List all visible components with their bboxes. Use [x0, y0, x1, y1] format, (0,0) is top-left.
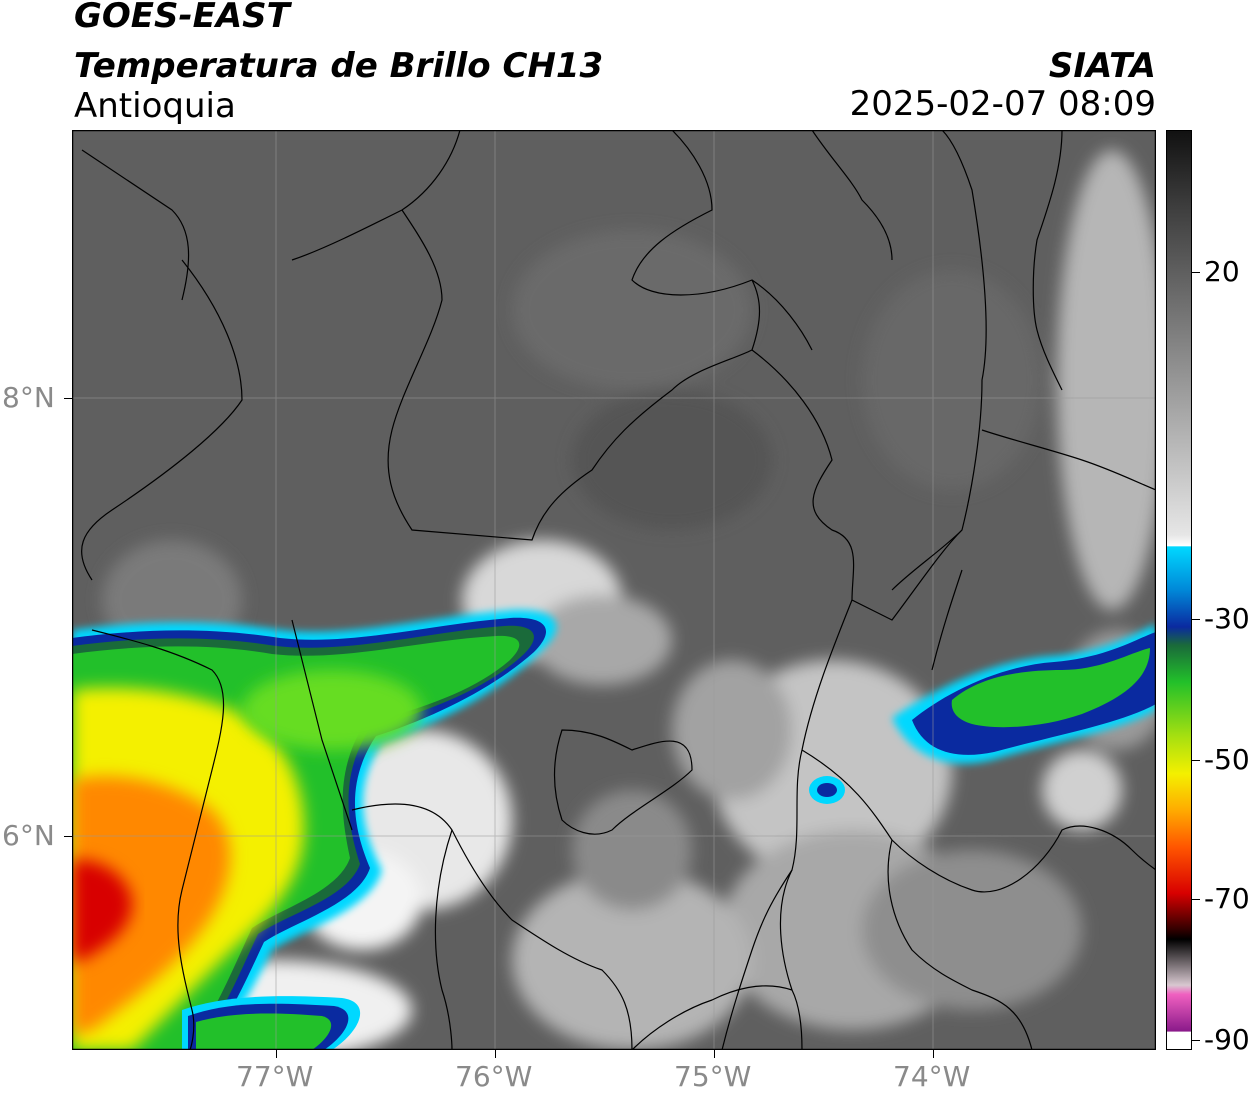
lon-tick	[495, 1050, 496, 1058]
lon-tick	[933, 1050, 934, 1058]
colorbar-label-minus50: -50	[1204, 743, 1250, 776]
lat-tick	[64, 836, 72, 837]
cb-tick	[1192, 1040, 1200, 1041]
lon-tick	[276, 1050, 277, 1058]
colorbar-label-minus90: -90	[1204, 1023, 1250, 1056]
lon-label-76w: 76°W	[455, 1060, 533, 1093]
satellite-map	[72, 130, 1156, 1050]
cb-tick	[1192, 619, 1200, 620]
map-frame	[72, 130, 1156, 1050]
lon-label-77w: 77°W	[236, 1060, 314, 1093]
cb-tick	[1192, 899, 1200, 900]
colorbar	[1166, 130, 1192, 1050]
lat-label-6n: 6°N	[2, 819, 55, 852]
cold-cloud-south	[182, 996, 361, 1050]
cb-tick	[1192, 760, 1200, 761]
title-line-2: Temperatura de Brillo CH13	[74, 46, 604, 86]
lon-label-75w: 75°W	[674, 1060, 752, 1093]
colorbar-label-minus30: -30	[1204, 602, 1250, 635]
region-subtitle: Antioquia	[74, 86, 236, 126]
lat-tick	[64, 398, 72, 399]
title-line-1: GOES-EAST	[74, 0, 290, 36]
colorbar-label-minus70: -70	[1204, 882, 1250, 915]
lon-label-74w: 74°W	[893, 1060, 971, 1093]
cold-cloud-west	[72, 609, 557, 1050]
cold-cloud-east	[809, 624, 1156, 804]
agency-label: SIATA	[1048, 46, 1156, 86]
colorbar-label-20: 20	[1204, 255, 1240, 288]
gridlines	[72, 130, 1156, 1050]
lat-label-8n: 8°N	[2, 381, 55, 414]
timestamp: 2025-02-07 08:09	[849, 84, 1156, 124]
cb-tick	[1192, 272, 1200, 273]
lon-tick	[714, 1050, 715, 1058]
admin-borders	[81, 130, 1156, 1050]
